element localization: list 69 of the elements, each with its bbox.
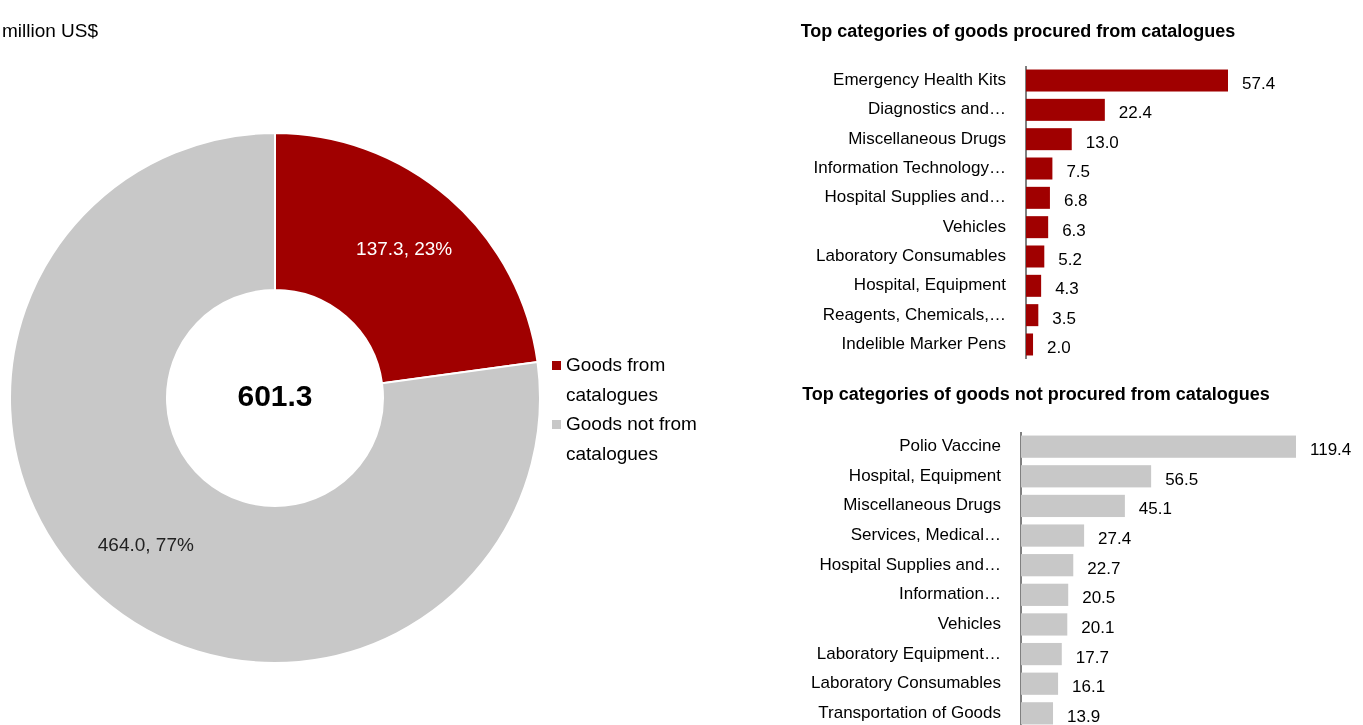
data-label: 6.3 <box>1062 220 1086 240</box>
text: 601.3 <box>237 378 313 412</box>
legend-label: Goods from catalogues <box>566 354 666 406</box>
y-tick-label: Diagnostics and… <box>868 99 1006 119</box>
data-label: 22.4 <box>1118 103 1152 123</box>
bar <box>1021 583 1069 606</box>
bar <box>1021 435 1296 458</box>
bar <box>1026 157 1053 180</box>
bar <box>1021 465 1152 488</box>
y-tick-label: Miscellaneous Drugs <box>843 495 1001 515</box>
data-label: 5.2 <box>1058 249 1082 269</box>
bar <box>1026 69 1228 92</box>
data-label: 17.7 <box>1075 647 1109 667</box>
bar <box>1021 642 1062 666</box>
legend-label: Goods not from catalogues <box>566 413 697 465</box>
data-label: 20.5 <box>1082 588 1116 608</box>
y-tick-label: Emergency Health Kits <box>833 70 1006 89</box>
bar <box>1026 186 1050 209</box>
data-label: 56.5 <box>1165 469 1199 489</box>
y-tick-label: Polio Vaccine <box>899 436 1001 456</box>
y-tick-label: Miscellaneous Drugs <box>848 128 1006 148</box>
data-label: 13.0 <box>1085 132 1119 152</box>
chart-title: Top categories of goods not procured from catalogues <box>802 384 1270 404</box>
data-label: 6.8 <box>1063 191 1088 211</box>
y-tick-label: Transportation of Goods <box>818 702 1001 722</box>
data-label: 7.5 <box>1066 161 1091 181</box>
y-tick-label: Indelible Marker Pens <box>841 333 1006 353</box>
chart-title: Top categories of goods procured from catalogues <box>800 21 1236 41</box>
data-label: 45.1 <box>1138 499 1172 519</box>
data-label: 4.3 <box>1055 279 1079 299</box>
y-tick-label: Vehicles <box>942 216 1006 236</box>
bar <box>1021 702 1054 725</box>
donut-slice <box>9 132 541 664</box>
bar <box>1026 128 1072 151</box>
data-label: 2.0 <box>1047 337 1071 357</box>
data-label: 13.9 <box>1067 706 1101 725</box>
y-tick-label: Services, Medical… <box>850 525 1001 545</box>
bar <box>1026 274 1042 297</box>
bar <box>1021 494 1125 518</box>
bar <box>1026 304 1039 327</box>
y-tick-label: Vehicles <box>937 613 1001 633</box>
data-label: 22.7 <box>1087 558 1121 578</box>
y-tick-label: Hospital Supplies and… <box>819 554 1001 574</box>
y-tick-label: Hospital, Equipment <box>848 465 1002 485</box>
data-label: 119.4 <box>1310 440 1352 460</box>
bar <box>1026 216 1049 239</box>
bar <box>1021 613 1068 636</box>
bar <box>1026 333 1034 356</box>
bar <box>1021 672 1059 695</box>
data-label: 57.4 <box>1242 74 1276 93</box>
data-label: 20.1 <box>1081 617 1115 637</box>
y-tick-label: Information Technology… <box>813 157 1006 177</box>
y-tick-label: Hospital, Equipment <box>853 275 1007 295</box>
bar <box>1026 98 1105 121</box>
y-tick-label: Hospital Supplies and… <box>824 187 1006 207</box>
y-tick-label: Reagents, Chemicals,… <box>822 304 1006 324</box>
y-tick-label: Laboratory Consumables <box>816 245 1006 265</box>
bar <box>1021 554 1074 577</box>
data-label: 3.5 <box>1052 308 1076 328</box>
bar <box>1021 524 1085 547</box>
data-label: 27.4 <box>1098 529 1132 549</box>
bar <box>1026 245 1045 268</box>
data-label: 137.3, 23% <box>356 237 453 259</box>
y-tick-label: Laboratory Consumables <box>811 673 1001 693</box>
y-tick-label: Information… <box>898 584 1001 604</box>
data-label: 16.1 <box>1072 677 1106 697</box>
text: million US$ <box>2 20 99 41</box>
data-label: 464.0, 77% <box>97 534 194 556</box>
y-tick-label: Laboratory Equipment… <box>816 643 1001 663</box>
